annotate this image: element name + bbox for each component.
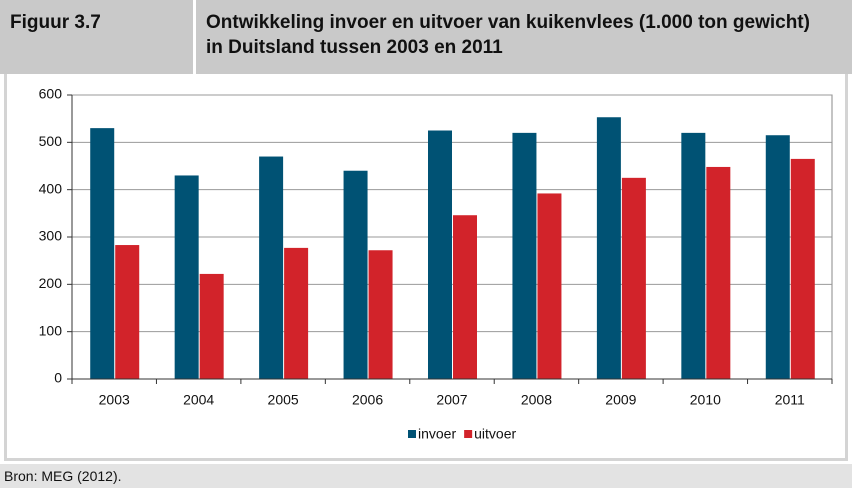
y-tick-label: 200 — [39, 275, 63, 291]
bar — [343, 170, 368, 379]
bar — [368, 250, 393, 379]
chart-frame — [4, 74, 848, 461]
bar — [790, 158, 815, 379]
bar — [428, 130, 452, 379]
legend-label: uitvoer — [474, 426, 516, 442]
y-tick-label: 0 — [54, 370, 62, 386]
legend-swatch — [408, 430, 416, 438]
x-tick-label: 2007 — [436, 392, 467, 408]
bar — [765, 135, 790, 379]
bar — [259, 156, 284, 379]
bar — [681, 132, 706, 379]
y-tick-label: 600 — [39, 86, 63, 102]
x-tick-label: 2003 — [99, 392, 130, 408]
bar — [115, 245, 140, 379]
title-box: Ontwikkeling invoer en uitvoer van kuike… — [196, 0, 852, 74]
x-tick-label: 2010 — [690, 392, 721, 408]
y-tick-label: 400 — [39, 180, 63, 196]
label-box: Figuur 3.7 — [0, 0, 193, 74]
bar — [537, 193, 562, 379]
bar — [90, 128, 115, 379]
x-tick-label: 2008 — [521, 392, 552, 408]
legend-label: invoer — [418, 426, 456, 442]
chart-title: Ontwikkeling invoer en uitvoer van kuike… — [206, 12, 810, 58]
x-tick-label: 2009 — [605, 392, 636, 408]
figure-label: Figuur 3.7 — [10, 12, 101, 33]
bar — [706, 166, 731, 379]
x-tick-label: 2005 — [268, 392, 299, 408]
bar — [284, 247, 309, 379]
legend-swatch — [464, 430, 473, 438]
bar — [453, 215, 477, 379]
bar — [512, 132, 537, 379]
x-tick-label: 2006 — [352, 392, 383, 408]
y-tick-label: 500 — [39, 133, 63, 149]
bar — [174, 175, 199, 379]
bar — [621, 177, 646, 379]
bar — [199, 273, 224, 379]
bar — [596, 117, 621, 379]
y-tick-label: 100 — [39, 322, 63, 338]
x-tick-label: 2004 — [183, 392, 214, 408]
x-tick-label: 2011 — [775, 392, 805, 408]
source: Bron: MEG (2012). — [0, 464, 852, 488]
y-tick-label: 300 — [39, 228, 63, 244]
